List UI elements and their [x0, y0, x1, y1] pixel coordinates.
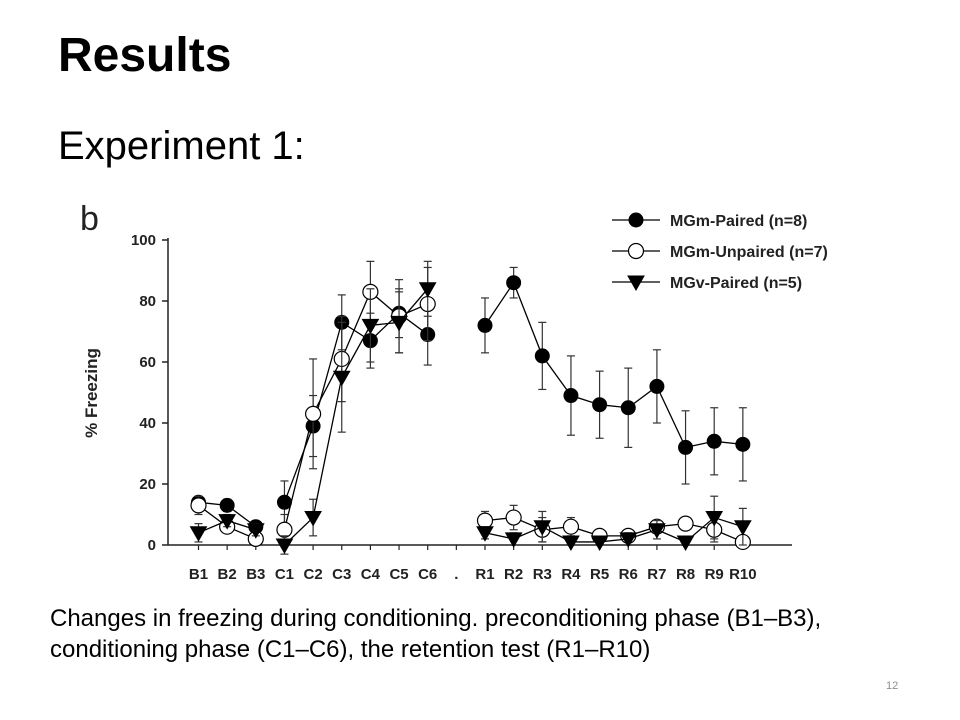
data-point [590, 535, 609, 551]
x-tick-label: B2 [218, 566, 237, 583]
y-tick-label: 0 [148, 537, 156, 554]
data-point [504, 532, 523, 548]
data-point [706, 433, 722, 449]
data-point [476, 512, 494, 529]
page-number: 12 [886, 680, 899, 692]
legend-label: MGm-Unpaired (n=7) [670, 244, 828, 261]
panel-label: b [80, 200, 99, 238]
y-axis-label: % Freezing [82, 348, 101, 438]
x-tick-label: R7 [647, 566, 666, 583]
x-tick-label: R8 [676, 566, 695, 583]
legend-marker [627, 242, 645, 260]
data-point [563, 388, 579, 404]
x-tick-label: C5 [389, 566, 408, 583]
data-point [304, 511, 322, 527]
data-point [189, 526, 208, 542]
series-2 [190, 260, 751, 551]
y-tick-label: 100 [131, 232, 156, 249]
data-point [418, 282, 437, 298]
x-tick-label: C3 [332, 566, 351, 583]
y-tick-label: 60 [139, 354, 156, 371]
series-1 [191, 266, 751, 535]
x-tick-label: . [454, 566, 458, 583]
x-tick-label: R9 [705, 566, 724, 583]
x-tick-label: R3 [533, 566, 552, 583]
legend-entry-2: MGm-Unpaired (n=7) [612, 242, 828, 261]
data-point [361, 318, 380, 335]
data-point [246, 523, 265, 539]
x-tick-label: R5 [590, 566, 609, 583]
data-point [592, 397, 608, 413]
legend-entry-1: MGm-Paired (n=8) [612, 212, 807, 230]
axes: 0 20 40 60 80 100 B1 B2 B3 C1 C2 C3 C4 C5 C6. R1 R2 R3 R4 R… [131, 232, 792, 583]
data-point [620, 400, 636, 416]
data-point [505, 509, 522, 526]
x-tick-label: R2 [504, 566, 523, 583]
data-point [677, 515, 694, 532]
data-point [476, 526, 494, 542]
data-point [648, 523, 666, 539]
data-point [219, 497, 235, 513]
legend-entry-3: MGv-Paired (n=5) [612, 275, 802, 292]
data-point [533, 520, 552, 536]
x-tick-label: R1 [475, 566, 494, 583]
data-point [275, 538, 294, 555]
slide-subtitle: Experiment 1: [58, 124, 305, 168]
series-line [484, 516, 744, 543]
legend-marker [628, 212, 644, 228]
data-point [562, 535, 580, 551]
legend-marker [627, 275, 645, 292]
data-point [678, 439, 694, 455]
data-point [390, 315, 408, 332]
data-point [332, 370, 351, 387]
x-tick-label: C6 [418, 566, 437, 583]
figure-caption: Changes in freezing during conditioning.… [50, 605, 822, 663]
data-point [619, 532, 638, 548]
legend-label: MGv-Paired (n=5) [670, 275, 802, 292]
x-tick-label: C4 [361, 566, 381, 583]
data-point [276, 521, 293, 538]
data-point [735, 436, 751, 452]
x-tick-label: B1 [189, 566, 208, 583]
series-3 [189, 260, 752, 555]
series-line [484, 516, 744, 543]
x-tick-label: C2 [304, 566, 323, 583]
x-tick-label: B3 [246, 566, 265, 583]
x-tick-label: R4 [561, 566, 581, 583]
data-point [649, 378, 665, 394]
data-point [733, 520, 752, 536]
series-line [484, 281, 743, 449]
data-point [190, 497, 207, 514]
data-point [506, 275, 522, 291]
data-point [534, 348, 550, 364]
data-point [705, 511, 724, 527]
data-point [676, 535, 695, 551]
legend: MGm-Paired (n=8) MGm-Unpaired (n=7) MGv-Pa… [612, 212, 828, 292]
y-tick-label: 80 [139, 293, 156, 310]
series-line [283, 312, 429, 503]
legend-label: MGm-Paired (n=8) [670, 213, 807, 230]
x-tick-label: C1 [275, 566, 294, 583]
freezing-chart: b % Freezing 0 20 40 60 80 100 B1 B2 B3 C1 C2 C3 C4 C… [80, 200, 828, 583]
data-point [562, 518, 580, 535]
slide-title: Results [58, 29, 232, 82]
x-tick-label: R6 [619, 566, 638, 583]
y-tick-label: 40 [139, 415, 156, 432]
data-point [276, 494, 292, 510]
data-point [477, 317, 493, 333]
x-tick-label: R10 [729, 566, 757, 583]
series-layer [189, 260, 752, 555]
y-tick-label: 20 [139, 476, 156, 493]
data-point [305, 405, 322, 422]
data-point [218, 514, 237, 530]
